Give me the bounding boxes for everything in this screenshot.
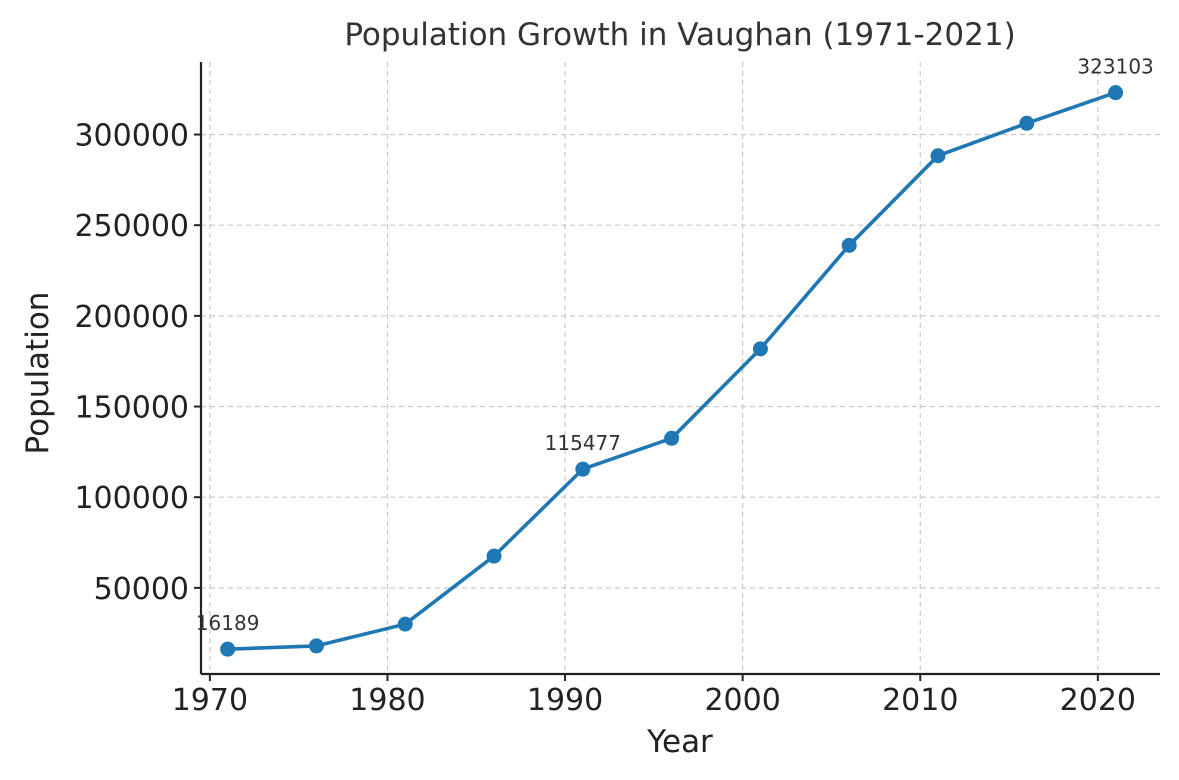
data-point	[575, 461, 591, 477]
data-label: 323103	[1077, 55, 1153, 79]
y-tick-label: 150000	[74, 391, 189, 426]
x-tick-label: 1990	[527, 683, 603, 718]
y-tick-label: 100000	[74, 481, 189, 516]
x-tick-label: 1980	[349, 683, 425, 718]
data-label: 115477	[545, 431, 621, 455]
data-point	[752, 341, 768, 357]
data-point	[841, 237, 857, 253]
grid-lines	[201, 62, 1160, 674]
data-point	[930, 148, 946, 164]
y-tick-label: 200000	[74, 300, 189, 335]
y-tick-label: 300000	[74, 119, 189, 154]
data-point	[308, 638, 324, 654]
data-labels: 16189 115477 323103	[196, 55, 1154, 636]
data-point	[1019, 115, 1035, 131]
data-label: 16189	[196, 611, 260, 635]
data-point	[1108, 85, 1124, 101]
x-tick-label: 1970	[172, 683, 248, 718]
y-axis-label: Population	[20, 292, 56, 455]
x-axis-ticks: 1970 1980 1990 2000 2010 2020	[172, 674, 1136, 718]
x-tick-label: 2010	[882, 683, 958, 718]
axes	[199, 62, 1160, 676]
y-tick-label: 50000	[94, 572, 189, 607]
data-point	[486, 548, 502, 564]
chart-title: Population Growth in Vaughan (1971-2021)	[344, 17, 1015, 53]
data-point	[397, 616, 413, 632]
data-point	[220, 641, 236, 657]
x-tick-label: 2000	[704, 683, 780, 718]
x-tick-label: 2020	[1060, 683, 1136, 718]
x-axis-label: Year	[646, 724, 713, 760]
data-point	[664, 430, 680, 446]
series-line	[225, 90, 1118, 652]
series-group	[220, 85, 1124, 657]
y-axis-ticks: 50000 100000 150000 200000 250000 300000	[74, 119, 201, 607]
y-tick-label: 250000	[74, 209, 189, 244]
